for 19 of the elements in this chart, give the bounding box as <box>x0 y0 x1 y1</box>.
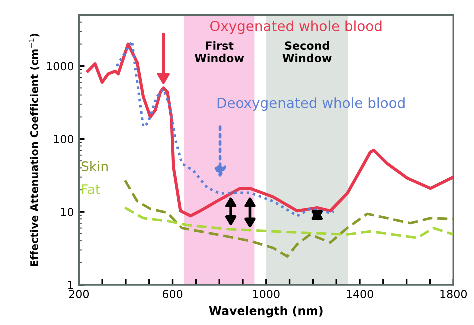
y-tick-label: 1 <box>68 281 74 290</box>
line-series <box>124 206 454 240</box>
x-tick-label: 1000 <box>253 290 280 298</box>
text: Oxygenated whole blood <box>210 20 382 34</box>
y-tick-label: 10 <box>61 208 74 216</box>
band-label: First Window <box>195 41 244 62</box>
x-axis-title: Wavelength (nm) <box>209 306 323 318</box>
text: Fat <box>82 184 100 194</box>
x-tick-label: 1800 <box>440 290 468 298</box>
x-tick-label: 1400 <box>347 290 374 298</box>
x-tick-label: 200 <box>69 290 90 298</box>
line-series <box>124 179 454 258</box>
x-tick-label: 600 <box>162 290 183 298</box>
y-tick-label: 1000 <box>47 62 74 71</box>
band-label: Second Window <box>282 41 332 62</box>
series-label: Skin <box>82 161 108 172</box>
y-tick-label: 100 <box>54 135 74 144</box>
text: Deoxygenated whole blood <box>218 98 405 112</box>
y-axis-title: Effective Attenuation Coefficient (cm$^{−1}$) <box>28 34 40 266</box>
